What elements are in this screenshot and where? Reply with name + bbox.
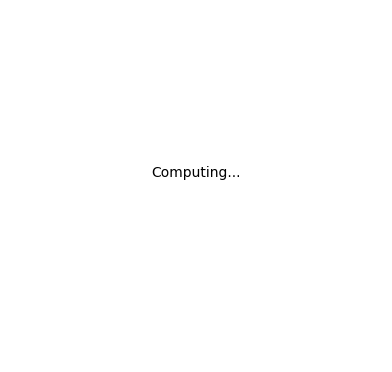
Text: Computing...: Computing... [151, 166, 241, 180]
